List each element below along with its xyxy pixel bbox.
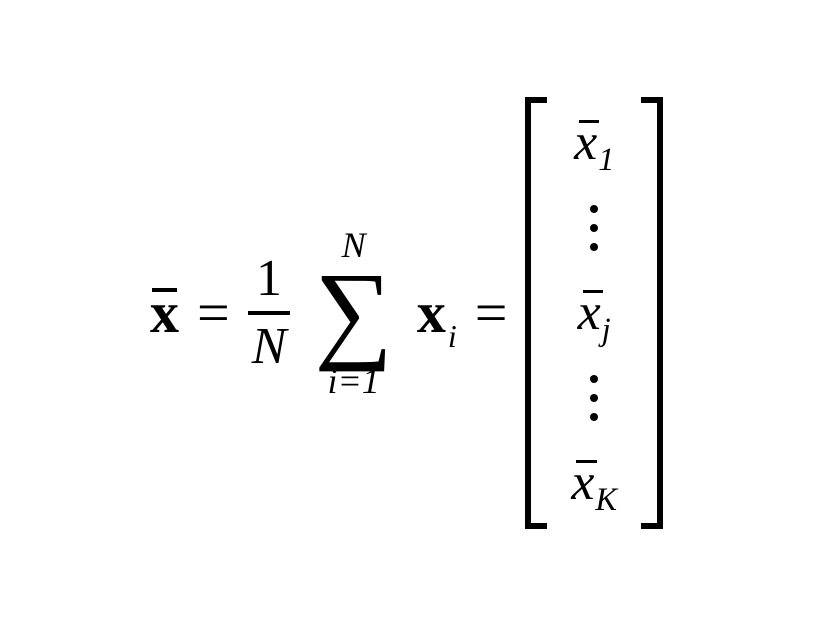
entry-k-sub: K	[596, 483, 618, 515]
xbar-italic-j: x	[578, 287, 601, 339]
dot	[590, 413, 598, 421]
bar-accent	[576, 460, 596, 463]
dot	[590, 394, 598, 402]
vdots-1	[590, 199, 598, 257]
vector-content: x 1 x j x	[547, 97, 641, 529]
vector-entry-j: x j	[578, 287, 611, 339]
column-vector: x 1 x j x	[525, 97, 663, 529]
bar-accent	[152, 288, 177, 292]
bar-accent	[579, 120, 599, 123]
equals-2: =	[475, 284, 508, 342]
vdots-2	[590, 369, 598, 427]
entry-j-sub: j	[602, 313, 611, 345]
fraction-numerator: 1	[252, 253, 286, 309]
xbar-italic-1: x	[574, 117, 597, 169]
right-bracket	[641, 97, 663, 529]
fraction-line	[248, 311, 291, 315]
summation: N ∑ i=1	[314, 227, 392, 399]
vector-entry-1: x 1	[574, 117, 614, 169]
xbar-italic-k: x	[571, 457, 594, 509]
summand-subscript: i	[448, 321, 457, 353]
sum-lower-limit: i=1	[327, 363, 379, 399]
fraction-one-over-n: 1 N	[248, 253, 291, 373]
sigma-symbol: ∑	[314, 265, 392, 359]
dot	[590, 243, 598, 251]
dot	[590, 205, 598, 213]
lhs-xbar-bold: x	[150, 284, 179, 342]
summand-xi: xi	[417, 284, 457, 342]
entry-1-sub: 1	[598, 143, 614, 175]
bar-accent	[583, 290, 603, 293]
vector-entry-k: x K	[571, 457, 617, 509]
dot	[590, 224, 598, 232]
equation-container: x = 1 N N ∑ i=1 xi = x 1	[150, 97, 663, 529]
equals-1: =	[197, 284, 230, 342]
dot	[590, 375, 598, 383]
xi-bold-symbol: xi	[417, 284, 457, 342]
left-bracket	[525, 97, 547, 529]
summand-x: x	[417, 284, 446, 342]
xbar-bold-symbol: x	[150, 284, 179, 342]
fraction-denominator: N	[248, 317, 291, 373]
